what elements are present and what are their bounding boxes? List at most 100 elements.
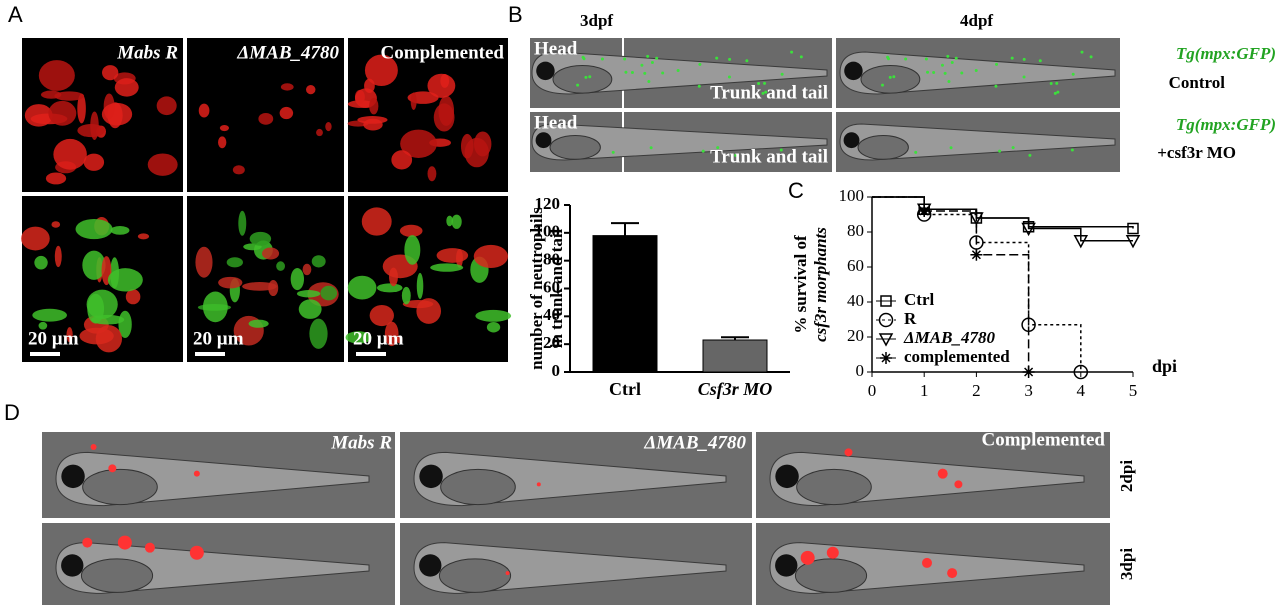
fluorescent-cell xyxy=(1028,153,1032,157)
legend-label: R xyxy=(904,309,917,328)
blob xyxy=(198,103,210,118)
blob xyxy=(347,275,377,300)
fluorescent-cell xyxy=(728,57,732,61)
fluorescent-cell xyxy=(584,75,588,79)
blob xyxy=(218,136,227,149)
region-label: Head xyxy=(534,112,578,133)
region-label: Trunk and tail xyxy=(710,146,828,167)
blob xyxy=(376,283,403,293)
blob xyxy=(195,246,213,278)
x-tick-label: 5 xyxy=(1129,381,1138,400)
fluorescent-cell xyxy=(844,448,853,457)
scale-bar xyxy=(195,352,225,356)
blob xyxy=(232,165,245,175)
marker xyxy=(918,205,931,217)
blob xyxy=(369,304,394,327)
survival-line xyxy=(872,196,1134,229)
fluorescent-cell xyxy=(505,571,510,576)
legend-label: ΔMAB_4780 xyxy=(903,328,995,347)
blob xyxy=(202,291,228,323)
eye xyxy=(419,464,443,489)
panel-label: C xyxy=(788,178,804,203)
fluorescent-cell xyxy=(727,75,731,79)
column-label: 4dpf xyxy=(960,11,993,30)
fluorescent-cell xyxy=(974,69,978,73)
fluorescent-cell xyxy=(144,542,155,553)
eye xyxy=(61,464,85,489)
fluorescent-cell xyxy=(780,72,784,76)
blob xyxy=(238,210,247,236)
panel-label: B xyxy=(508,2,523,27)
blob xyxy=(125,289,141,305)
row-label: +csf3r MO xyxy=(1157,143,1236,162)
fluorescent-cell xyxy=(581,55,585,59)
fluorescent-cell xyxy=(800,550,815,565)
fluorescent-cell xyxy=(1049,82,1053,86)
fluorescent-cell xyxy=(90,444,97,451)
scale-bar-label: 20 µm xyxy=(353,328,404,349)
eye xyxy=(775,464,799,489)
row-label: 3dpi xyxy=(1117,548,1136,580)
image-label: ΔMAB_4780 xyxy=(643,432,746,453)
fluorescent-cell xyxy=(698,62,702,66)
eye xyxy=(844,61,863,81)
blob xyxy=(218,276,243,289)
survival-line xyxy=(872,196,1030,372)
survival-line xyxy=(872,196,1082,372)
fluorescent-cell xyxy=(611,150,615,154)
fluorescent-cell xyxy=(922,557,932,568)
blob xyxy=(276,261,285,271)
blob xyxy=(384,321,399,347)
fluorescent-cell xyxy=(189,545,204,560)
fluorescent-cell xyxy=(799,55,803,59)
fluorescent-cell xyxy=(117,535,132,550)
fluorescent-cell xyxy=(1055,81,1059,85)
marker xyxy=(1127,222,1139,235)
blob xyxy=(66,327,73,343)
fluorescent-cell xyxy=(1089,55,1093,59)
fluorescent-cell xyxy=(1056,90,1060,94)
blob xyxy=(436,248,469,263)
fluorescent-cell xyxy=(734,153,738,157)
fluorescent-cell xyxy=(1080,50,1084,54)
fluorescent-cell xyxy=(757,82,761,86)
fluorescent-cell xyxy=(826,546,839,559)
y-tick-label: 20 xyxy=(847,326,864,345)
row-label: Tg(mpx:GFP) xyxy=(1176,115,1276,134)
x-tick-label: Csf3r MO xyxy=(698,379,773,399)
y-tick-label: 80 xyxy=(847,221,864,240)
blob xyxy=(53,138,87,170)
blob xyxy=(399,224,423,237)
blob xyxy=(391,150,413,170)
y-tick-label: 80 xyxy=(543,250,560,269)
blob xyxy=(101,102,133,126)
blob xyxy=(296,290,321,298)
blob xyxy=(430,263,464,272)
blob xyxy=(77,123,105,138)
y-tick-label: 20 xyxy=(543,333,560,352)
blob xyxy=(54,245,62,268)
fluorescent-cell xyxy=(960,71,964,75)
fluorescent-cell xyxy=(914,150,918,154)
blob xyxy=(147,153,178,176)
x-axis-label: dpi xyxy=(1152,356,1177,376)
fluorescent-cell xyxy=(949,146,953,150)
fluorescent-cell xyxy=(646,54,650,58)
blob xyxy=(361,207,392,236)
y-axis-label: in trunk and tail xyxy=(547,228,566,348)
fluorescent-cell xyxy=(880,83,884,87)
fluorescent-cell xyxy=(1011,146,1015,150)
row-label: 2dpi xyxy=(1117,460,1136,492)
blob xyxy=(345,331,372,344)
fluorescent-cell xyxy=(1053,91,1057,95)
marker xyxy=(1022,366,1035,378)
blob xyxy=(110,225,130,235)
fluorescent-cell xyxy=(701,149,705,153)
blob xyxy=(102,65,119,81)
marker xyxy=(970,248,983,261)
y-axis-label: number of neutrophils xyxy=(527,207,546,370)
blob xyxy=(95,325,123,353)
blob xyxy=(446,215,453,227)
fluorescent-cell xyxy=(954,56,958,60)
